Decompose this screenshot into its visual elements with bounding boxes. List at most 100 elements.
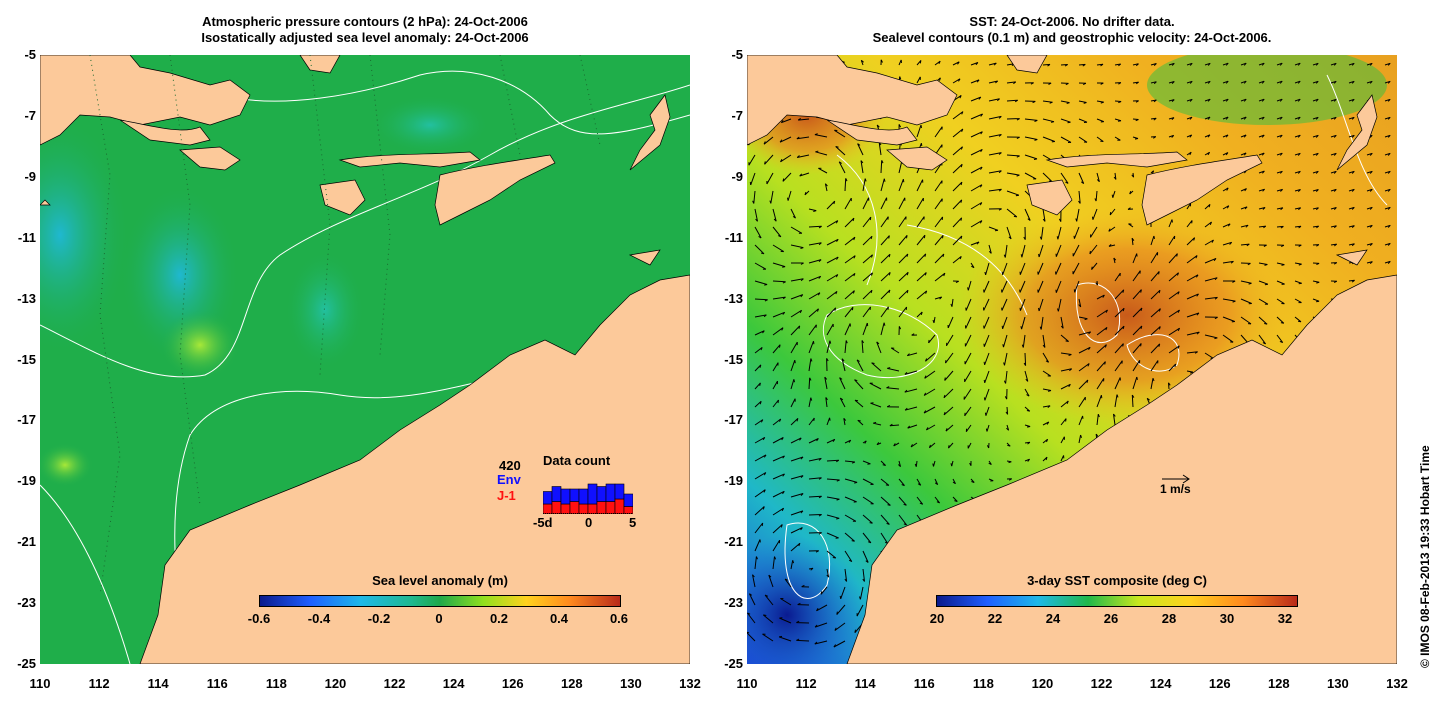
velocity-arrowhead xyxy=(1225,152,1229,156)
velocity-arrowhead xyxy=(1333,62,1337,66)
velocity-arrowhead xyxy=(752,574,755,578)
velocity-arrow xyxy=(1002,262,1008,275)
velocity-arrowhead xyxy=(1243,116,1247,120)
velocity-arrow xyxy=(988,244,992,254)
velocity-arrow xyxy=(1096,136,1104,142)
velocity-arrow xyxy=(934,272,946,282)
velocity-arrow xyxy=(947,316,954,329)
colorbar-tick: 0.2 xyxy=(489,611,509,626)
velocity-arrowhead xyxy=(1387,62,1391,66)
velocity-arrowhead xyxy=(1195,255,1198,259)
velocity-arrowhead xyxy=(1207,116,1211,120)
velocity-arrowhead xyxy=(1171,99,1175,102)
velocity-arrow xyxy=(1002,316,1008,329)
velocity-arrowhead xyxy=(1369,80,1373,84)
velocity-arrow xyxy=(1096,327,1108,336)
velocity-arrow xyxy=(747,612,756,624)
left-x-tick-label: 112 xyxy=(88,676,110,691)
velocity-arrowhead xyxy=(839,595,842,599)
velocity-arrowhead xyxy=(853,255,856,259)
velocity-arrowhead xyxy=(1177,309,1180,313)
velocity-arrow xyxy=(1294,298,1302,304)
velocity-arrowhead xyxy=(1387,134,1391,138)
velocity-arrowhead xyxy=(1023,362,1027,366)
velocity-arrowhead xyxy=(800,247,804,249)
colorbar-tick: -0.6 xyxy=(247,611,271,626)
velocity-arrow xyxy=(876,341,882,354)
velocity-arrowhead xyxy=(815,550,819,553)
left-y-tick-label: -5 xyxy=(24,47,36,62)
velocity-arrowhead xyxy=(1049,101,1053,104)
velocity-arrowhead xyxy=(919,60,922,64)
velocity-arrowhead xyxy=(836,517,840,520)
velocity-arrow xyxy=(1057,226,1062,240)
velocity-arrow xyxy=(772,418,782,426)
velocity-arrow xyxy=(784,578,792,588)
velocity-arrowhead xyxy=(1135,63,1139,67)
anomaly-blob xyxy=(160,310,240,380)
velocity-arrowhead xyxy=(1060,325,1064,329)
velocity-arrowhead xyxy=(1207,152,1211,156)
velocity-arrowhead xyxy=(1316,281,1320,284)
velocity-arrow xyxy=(816,604,828,612)
right-x-tick-label: 122 xyxy=(1090,676,1113,691)
velocity-arrowhead xyxy=(864,178,867,182)
velocity-arrowhead xyxy=(928,444,931,448)
land-masses xyxy=(747,55,1397,664)
velocity-arrow xyxy=(808,397,812,408)
velocity-arrow xyxy=(970,220,983,228)
velocity-arrow xyxy=(1072,244,1080,257)
velocity-arrowhead xyxy=(979,220,983,224)
velocity-arrowhead xyxy=(880,59,883,63)
velocity-arrowhead xyxy=(876,442,880,446)
velocity-arrow xyxy=(844,255,856,264)
velocity-arrow xyxy=(952,61,960,66)
right-y-tick-label: -23 xyxy=(724,595,743,611)
velocity-arrow xyxy=(796,136,810,140)
velocity-arrow xyxy=(880,272,891,282)
right-y-tick-label: -25 xyxy=(724,656,743,671)
velocity-arrow xyxy=(772,280,786,283)
velocity-arrowhead xyxy=(853,273,856,277)
velocity-arrow xyxy=(844,273,856,282)
velocity-arrow xyxy=(880,496,891,506)
velocity-arrowhead xyxy=(1298,282,1302,285)
velocity-arrowhead xyxy=(1048,82,1052,85)
velocity-arrow xyxy=(1060,100,1070,104)
velocity-arrowhead xyxy=(796,155,800,158)
velocity-arrow xyxy=(797,154,810,158)
velocity-arrow xyxy=(1024,172,1037,180)
velocity-arrow xyxy=(1132,307,1143,318)
velocity-arrow xyxy=(790,379,795,390)
velocity-arrowhead xyxy=(1066,400,1069,404)
velocity-arrowhead xyxy=(988,462,992,465)
velocity-arrow xyxy=(833,640,846,648)
velocity-arrow xyxy=(825,397,828,408)
velocity-arrowhead xyxy=(1056,236,1059,240)
velocity-arrow xyxy=(1114,136,1121,141)
velocity-arrow xyxy=(1114,289,1125,300)
velocity-arrowhead xyxy=(839,377,843,380)
velocity-arrow xyxy=(984,370,990,383)
velocity-arrowhead xyxy=(1171,81,1175,84)
velocity-arrowhead xyxy=(1244,206,1248,210)
velocity-arrow xyxy=(1168,309,1180,318)
velocity-arrowhead xyxy=(1131,237,1135,241)
velocity-arrowhead xyxy=(755,556,758,560)
velocity-arrowhead xyxy=(883,322,886,326)
velocity-arrowhead xyxy=(800,493,804,496)
left-y-tick-label: -13 xyxy=(17,290,36,306)
velocity-arrow xyxy=(754,539,761,552)
velocity-arrow xyxy=(808,358,812,372)
velocity-arrowhead xyxy=(813,210,817,212)
left-map-panel xyxy=(40,55,690,664)
left-map-svg xyxy=(40,55,690,664)
velocity-arrowhead xyxy=(911,333,915,336)
right-x-tick-label: 116 xyxy=(913,676,935,691)
velocity-arrowhead xyxy=(1369,261,1373,265)
velocity-arrow xyxy=(943,406,954,416)
velocity-arrow xyxy=(826,256,839,264)
velocity-arrow xyxy=(826,417,831,426)
velocity-arrow xyxy=(988,80,998,84)
histogram-bar-j1 xyxy=(596,501,607,514)
